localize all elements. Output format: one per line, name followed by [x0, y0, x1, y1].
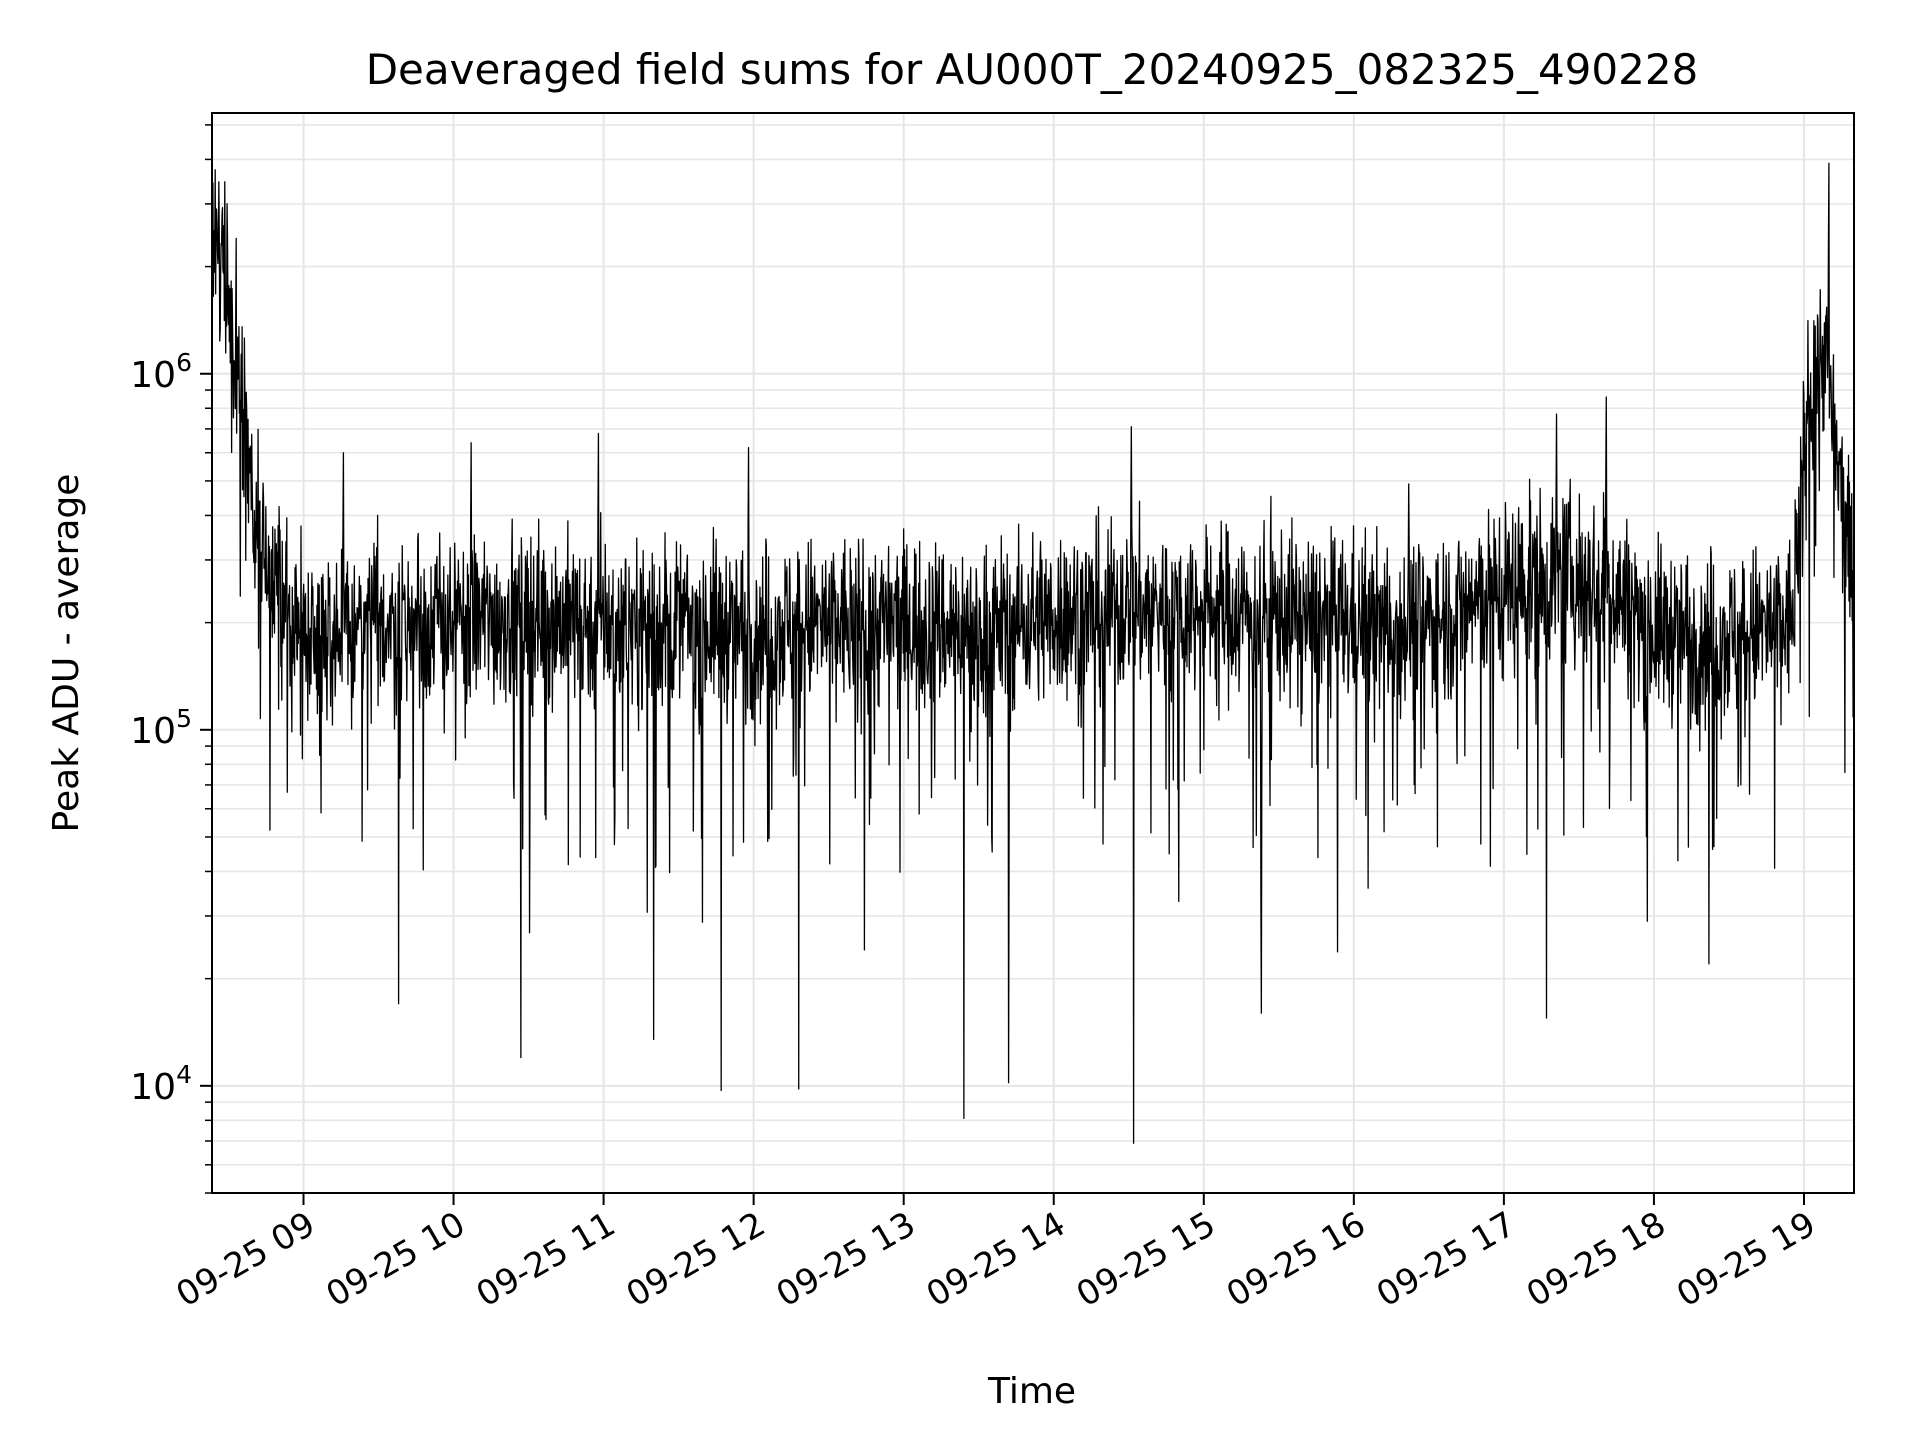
y-tick-label: 105 [130, 704, 192, 752]
series-line [211, 162, 1855, 1144]
chart-title: Deaveraged field sums for AU000T_2024092… [366, 45, 1699, 94]
y-axis-label: Peak ADU - average [46, 474, 87, 833]
grid-lines [212, 113, 1854, 1194]
x-axis-label: Time [987, 1371, 1076, 1412]
series-layer [211, 162, 1855, 1144]
plot-frame [211, 112, 1855, 1194]
y-tick-label: 106 [130, 348, 192, 396]
y-axis: 104 105 106 [130, 124, 212, 1194]
y-tick-label: 104 [130, 1060, 192, 1108]
